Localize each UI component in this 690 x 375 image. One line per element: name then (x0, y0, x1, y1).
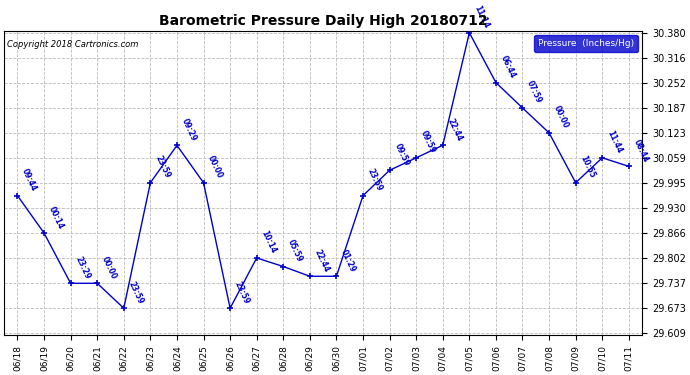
Text: 01:29: 01:29 (339, 248, 357, 273)
Title: Barometric Pressure Daily High 20180712: Barometric Pressure Daily High 20180712 (159, 14, 487, 28)
Text: 09:59: 09:59 (393, 142, 411, 168)
Text: 23:59: 23:59 (153, 154, 171, 180)
Text: 09:59: 09:59 (419, 129, 437, 155)
Text: 00:00: 00:00 (552, 104, 570, 130)
Text: 23:29: 23:29 (73, 255, 92, 280)
Text: 00:14: 00:14 (47, 205, 65, 230)
Text: 23:59: 23:59 (366, 167, 384, 193)
Legend: Pressure  (Inches/Hg): Pressure (Inches/Hg) (534, 35, 638, 51)
Text: 09:29: 09:29 (179, 117, 198, 142)
Text: 11:14: 11:14 (472, 4, 491, 30)
Text: 23:59: 23:59 (126, 280, 145, 306)
Text: 00:00: 00:00 (206, 154, 225, 180)
Text: 11:44: 11:44 (605, 129, 623, 155)
Text: 06:44: 06:44 (499, 54, 517, 80)
Text: 08:44: 08:44 (631, 138, 650, 164)
Text: 23:59: 23:59 (233, 280, 251, 306)
Text: 09:44: 09:44 (20, 167, 39, 193)
Text: 07:59: 07:59 (525, 80, 544, 105)
Text: 22:44: 22:44 (313, 248, 331, 273)
Text: 22:44: 22:44 (446, 117, 464, 142)
Text: 00:00: 00:00 (100, 255, 118, 280)
Text: Copyright 2018 Cartronics.com: Copyright 2018 Cartronics.com (8, 40, 139, 49)
Text: 10:14: 10:14 (259, 230, 278, 255)
Text: 10:55: 10:55 (578, 154, 597, 180)
Text: 05:59: 05:59 (286, 238, 304, 264)
